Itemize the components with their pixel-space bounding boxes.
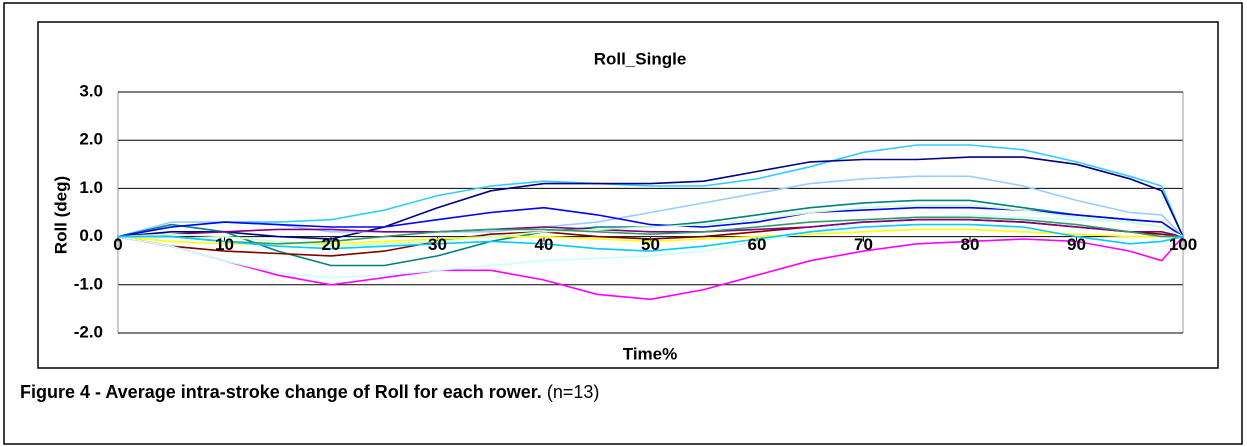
series-line xyxy=(117,144,1184,238)
x-tick-label: 10 xyxy=(215,235,234,254)
caption-note: (n=13) xyxy=(547,382,600,402)
chart-border xyxy=(37,21,1219,369)
series-line xyxy=(117,235,1184,301)
x-tick-label: 90 xyxy=(1067,235,1086,254)
y-tick-label: 0.0 xyxy=(79,226,103,245)
chart-title: Roll_Single xyxy=(594,49,687,68)
caption: Figure 4 - Average intra-stroke change o… xyxy=(20,382,599,402)
y-axis-title: Roll (deg) xyxy=(51,176,70,254)
y-tick-label: 3.0 xyxy=(79,81,103,100)
lines xyxy=(117,144,1184,301)
series-line xyxy=(117,199,1184,267)
series-line xyxy=(117,204,1184,248)
y-tick-label: 1.0 xyxy=(79,178,103,197)
x-axis-title: Time% xyxy=(623,344,678,363)
grid xyxy=(117,91,1184,334)
series-line xyxy=(117,156,1184,240)
series-line xyxy=(118,216,1183,245)
labels: -2.0 -1.0 0.0 1.0 2.0 3.0 0 10 20 30 40 50 60 70 80 90 1… xyxy=(74,81,1197,341)
x-tick-label: 20 xyxy=(322,235,341,254)
series-line xyxy=(117,175,1184,238)
x-tick-label: 50 xyxy=(641,235,660,254)
series-line xyxy=(118,223,1184,252)
x-tick-label: 60 xyxy=(748,235,767,254)
x-tick-label: 70 xyxy=(854,235,873,254)
x-tick-label: 30 xyxy=(428,235,447,254)
x-tick-label: 40 xyxy=(535,235,554,254)
y-tick-label: -2.0 xyxy=(74,322,103,341)
x-tick-label: 80 xyxy=(961,235,980,254)
y-tick-label: 2.0 xyxy=(79,130,103,149)
series-line xyxy=(117,218,1184,238)
series-line xyxy=(117,214,1184,279)
x-tick-label: 0 xyxy=(113,235,122,254)
y-tick-label: -1.0 xyxy=(74,274,103,293)
x-tick-label: 100 xyxy=(1169,235,1197,254)
caption-text: Figure 4 - Average intra-stroke change o… xyxy=(20,382,542,402)
